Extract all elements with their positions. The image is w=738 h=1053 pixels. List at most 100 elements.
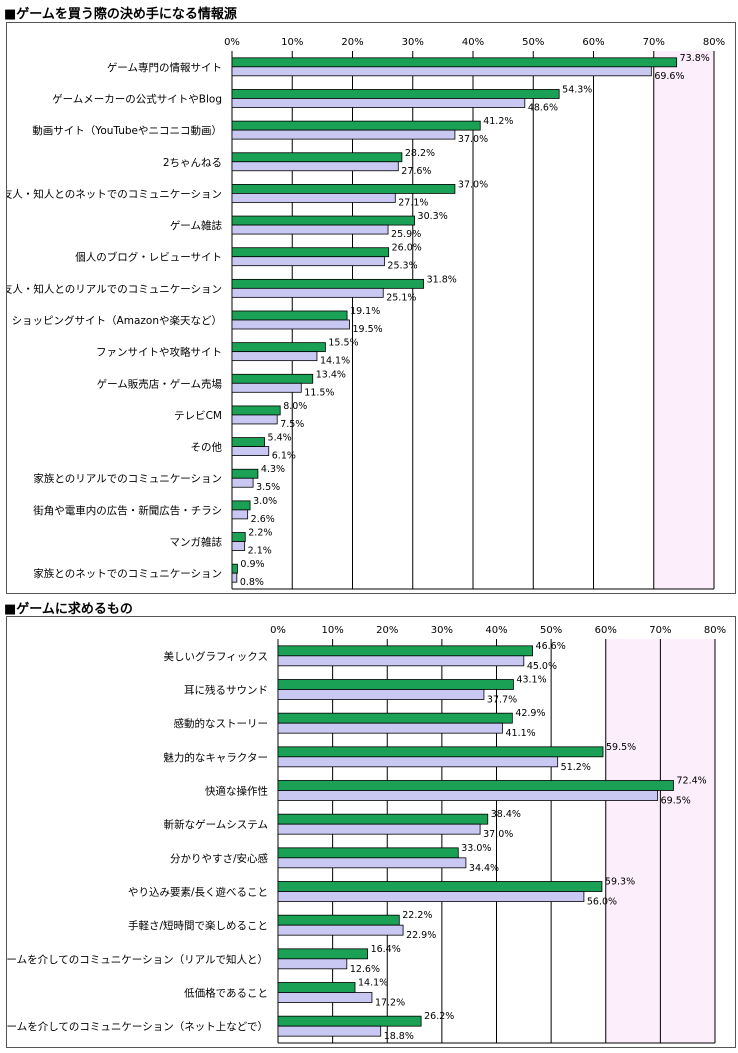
data-label-green: 26.2% xyxy=(424,1011,454,1022)
data-label-green: 2.2% xyxy=(248,528,272,539)
bar-green xyxy=(231,120,481,131)
x-tick-label: 60% xyxy=(595,625,617,636)
bar-lavender xyxy=(277,924,404,936)
data-label-lavender: 25.9% xyxy=(391,229,421,240)
bar-green xyxy=(277,712,513,724)
category-label: 斬新なゲームシステム xyxy=(164,818,268,831)
data-label-green: 38.4% xyxy=(491,809,521,820)
x-tick-label: 70% xyxy=(643,37,665,48)
data-label-green: 13.4% xyxy=(316,369,346,380)
bar-lavender xyxy=(231,287,384,298)
category-label: 美しいグラフィックス xyxy=(164,650,268,663)
data-label-green: 8.0% xyxy=(283,401,307,412)
data-label-lavender: 37.7% xyxy=(487,695,517,706)
bar-green xyxy=(277,746,604,758)
data-label-green: 0.9% xyxy=(240,559,264,570)
category-label: 家族とのネットでのコミュニケーション xyxy=(33,567,222,580)
category-label: ゲーム専門の情報サイト xyxy=(107,61,222,74)
data-label-lavender: 18.8% xyxy=(384,1031,414,1042)
data-label-green: 31.8% xyxy=(427,274,457,285)
data-label-green: 59.5% xyxy=(606,742,636,753)
shaded-band xyxy=(653,51,714,589)
category-label: ゲームメーカーの公式サイトやBlog xyxy=(52,92,222,105)
data-label-lavender: 48.6% xyxy=(528,102,558,113)
bar-green xyxy=(277,1015,422,1027)
data-label-green: 15.5% xyxy=(328,338,358,349)
category-label: やり込み要素/長く遊べること xyxy=(128,886,268,899)
x-tick-label: 20% xyxy=(376,625,398,636)
x-tick-label: 70% xyxy=(649,625,671,636)
data-label-green: 5.4% xyxy=(268,433,292,444)
chart-2-svg: 0% 10% 20% 30% 40% 50% 60% 70% 80% 美しいグラフィックス 46.6… xyxy=(0,625,726,1044)
data-label-lavender: 69.6% xyxy=(654,71,684,82)
category-label: 魅力的なキャラクター xyxy=(163,751,268,764)
x-tick-label: 80% xyxy=(704,625,726,636)
bar-green xyxy=(277,679,514,690)
x-tick-label: 80% xyxy=(703,37,725,48)
x-tick-label: 0% xyxy=(270,625,286,636)
bar-lavender xyxy=(277,891,585,902)
bar-green xyxy=(231,437,265,447)
x-tick-label: 50% xyxy=(522,37,544,48)
bar-lavender xyxy=(231,256,385,267)
data-label-green: 3.0% xyxy=(253,496,277,507)
bar-green xyxy=(277,847,459,859)
x-tick-label: 30% xyxy=(431,625,453,636)
data-label-lavender: 7.5% xyxy=(280,419,304,430)
x-tick-label: 60% xyxy=(582,37,604,48)
bar-lavender xyxy=(231,193,396,203)
bar-green xyxy=(277,948,368,960)
data-label-green: 30.3% xyxy=(418,211,448,222)
data-label-lavender: 22.9% xyxy=(406,930,436,941)
bar-green xyxy=(277,780,674,791)
data-label-lavender: 25.1% xyxy=(386,292,416,303)
bar-lavender xyxy=(231,351,318,362)
bar-green xyxy=(231,184,456,194)
bar-lavender xyxy=(231,98,526,108)
bar-lavender xyxy=(231,224,389,235)
data-label-lavender: 37.0% xyxy=(483,829,513,840)
data-label-green: 26.0% xyxy=(392,243,422,254)
data-label-green: 4.3% xyxy=(261,464,285,475)
bar-green xyxy=(231,532,246,542)
category-label: ゲーム雑誌 xyxy=(170,219,223,232)
bar-lavender xyxy=(277,756,559,768)
chart-1-frame: 0% 10% 20% 30% 40% 50% 60% 70% 80% ゲーム専門の情報サイト 73.… xyxy=(2,22,736,594)
bar-green xyxy=(231,278,424,289)
data-label-lavender: 3.5% xyxy=(256,482,280,493)
bar-green xyxy=(231,500,251,511)
category-label: マンガ雑誌 xyxy=(170,536,223,549)
data-label-green: 41.2% xyxy=(483,116,513,127)
data-label-lavender: 45.0% xyxy=(527,661,557,672)
category-label: ショッピングサイト（Amazonや楽天など） xyxy=(12,314,222,327)
data-label-green: 59.3% xyxy=(605,877,635,888)
bar-green xyxy=(231,57,678,68)
data-label-lavender: 11.5% xyxy=(304,387,334,398)
category-label: 低価格であること xyxy=(184,987,268,1000)
category-label: 街角や電車内の広告・新聞広告・チラシ xyxy=(33,504,222,517)
data-label-green: 28.2% xyxy=(405,148,435,159)
category-label: テレビCM xyxy=(174,410,222,422)
bar-lavender xyxy=(277,689,485,700)
bar-green xyxy=(231,152,403,163)
x-tick-label: 40% xyxy=(485,625,507,636)
category-label: 動画サイト（YouTubeやニコニコ動画） xyxy=(32,124,222,137)
data-label-green: 43.1% xyxy=(516,675,546,686)
bar-green xyxy=(277,914,400,926)
bar-green xyxy=(277,645,533,657)
data-label-green: 37.0% xyxy=(458,179,488,190)
category-label: ゲームを介してのコミュニケーション（ネット上などで） xyxy=(7,1021,268,1033)
category-label: 耳に残るサウンド xyxy=(184,684,268,697)
category-label: ゲーム販売店・ゲーム売場 xyxy=(97,377,223,390)
data-label-lavender: 41.1% xyxy=(506,728,536,739)
x-tick-label: 0% xyxy=(224,37,240,48)
bar-green xyxy=(231,373,314,384)
x-tick-label: 50% xyxy=(540,625,562,636)
data-label-lavender: 0.8% xyxy=(240,577,264,588)
data-label-lavender: 19.5% xyxy=(352,324,382,335)
category-label: 友人・知人とのリアルでのコミュニケーション xyxy=(7,282,222,295)
data-label-green: 19.1% xyxy=(350,306,380,317)
bar-lavender xyxy=(277,790,659,801)
category-label: ゲームを介してのコミュニケーション（リアルで知人と） xyxy=(7,953,268,966)
category-label: 個人のブログ・レビューサイト xyxy=(75,251,222,264)
